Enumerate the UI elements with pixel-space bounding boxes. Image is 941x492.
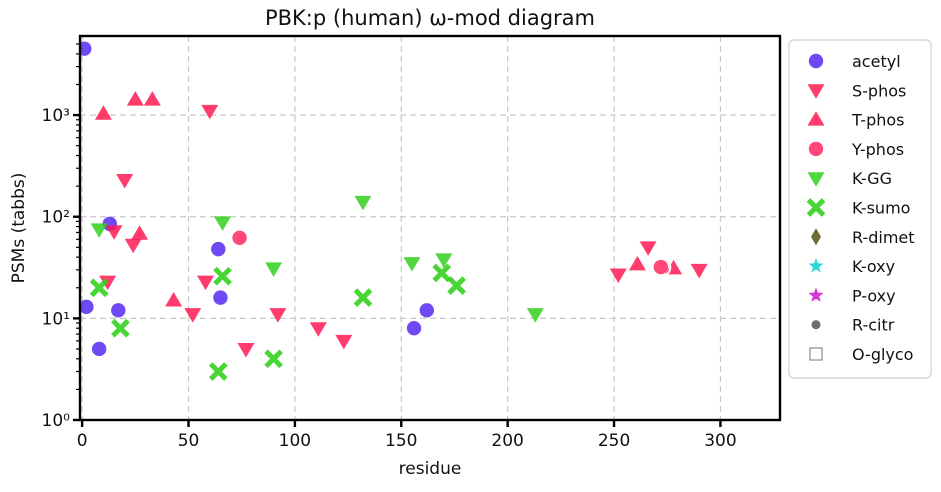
legend-marker-p-oxy [808,287,824,302]
data-point-t-phos [131,225,149,240]
legend-marker-k-oxy [808,258,824,273]
legend-label: S-phos [852,81,906,100]
legend-label: K-GG [852,169,892,188]
data-point-s-phos [105,225,123,240]
data-point-k-gg [354,195,372,211]
legend-label: K-sumo [852,199,910,218]
data-point-s-phos [309,322,327,337]
data-point-k-gg [265,262,283,277]
data-point-s-phos [237,342,255,358]
plot-frame [78,34,782,422]
data-point-acetyl [111,303,126,318]
x-axis-label: residue [399,459,462,479]
data-point-s-phos [335,334,353,350]
y-tick-label: 10⁰ [42,411,71,431]
legend-box [788,39,932,379]
y-axis: 10⁰ 10¹ 10² 10³ [42,43,80,431]
data-point-s-phos [690,263,708,279]
data-point-t-phos [126,91,144,106]
data-point-y-phos [653,259,669,275]
legend-label: K-oxy [852,257,895,276]
x-tick-label: 100 [279,431,311,451]
legend-marker-k-sumo [806,198,826,217]
data-point-acetyl [213,290,228,305]
legend-marker-acetyl [808,53,824,69]
x-axis: 0 50 100 150 200 250 300 [77,420,737,451]
data-point-k-sumo [208,362,228,381]
data-point-k-gg [526,308,544,323]
legend-label: R-citr [852,316,895,335]
legend-label: R-dimet [852,228,915,247]
data-point-k-sumo [353,288,373,307]
x-tick-label: 200 [491,431,523,451]
data-point-k-sumo [432,263,452,283]
data-point-k-sumo [111,318,130,338]
legend-marker-r-dimet [811,228,821,246]
data-point-y-phos [232,230,247,246]
data-point-t-phos [165,291,183,307]
data-point-s-phos [269,308,287,323]
data-point-acetyl [211,241,226,257]
x-tick-label: 300 [704,431,736,451]
data-point-acetyl [91,341,107,357]
y-tick-label: 10² [42,208,70,228]
y-tick-label: 10¹ [42,309,70,329]
x-tick-label: 150 [385,431,417,451]
legend-marker-k-gg [807,172,825,187]
data-point-s-phos [184,308,202,323]
data-point-s-phos [609,268,627,284]
data-point-k-gg [435,253,453,268]
legend-marker-r-citr [811,320,821,330]
data-point-s-phos [116,173,134,189]
legend-label: T-phos [851,111,905,130]
data-point-t-phos [628,255,646,271]
data-point-s-phos [99,275,117,291]
legend-marker-t-phos [807,111,825,126]
legend-marker-s-phos [807,84,825,99]
y-axis-label: PSMs (tabbs) [9,173,29,284]
data-point-s-phos [197,275,215,291]
legend-marker-y-phos [808,141,824,157]
x-tick-label: 0 [77,431,88,451]
legend: acetyl S-phos T-phos Y-phos K-GG K-sumo R-dime… [788,39,932,379]
data-point-k-sumo [447,276,466,295]
chart-title: PBK:p (human) ω-mod diagram [265,6,595,30]
data-point-acetyl [406,321,422,336]
legend-marker-o-glyco [809,347,823,361]
data-point-k-gg [403,257,421,272]
legend-label: P-oxy [852,286,896,305]
legend-label: O-glyco [852,345,913,364]
y-phos-ring [229,227,251,249]
data-point-t-phos [94,105,112,120]
data-point-acetyl [80,299,94,314]
data-point-acetyl [419,303,435,318]
grid [80,36,780,421]
legend-label: acetyl [852,52,901,71]
data-point-acetyl [80,41,92,56]
legend-label: Y-phos [851,140,904,159]
data-point-s-phos [201,104,219,120]
y-phos-ring [650,256,672,278]
x-tick-label: 250 [598,431,630,451]
data-point-t-phos [143,91,161,106]
data-point-k-sumo [264,349,283,369]
y-tick-label: 10³ [42,106,70,126]
data-point-k-gg [214,216,232,231]
x-tick-label: 50 [178,431,200,451]
data-point-k-sumo [213,266,232,286]
data-points [80,41,708,381]
data-point-k-sumo [89,278,109,298]
data-point-s-phos [639,241,657,256]
data-point-k-gg [90,223,108,238]
data-point-s-phos [124,238,142,254]
